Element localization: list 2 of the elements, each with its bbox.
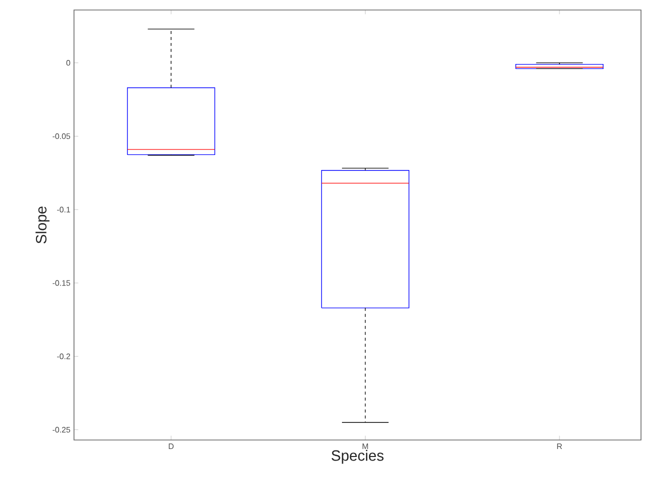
y-axis-title: Slope xyxy=(36,206,50,244)
x-axis-title: Species xyxy=(332,450,384,464)
